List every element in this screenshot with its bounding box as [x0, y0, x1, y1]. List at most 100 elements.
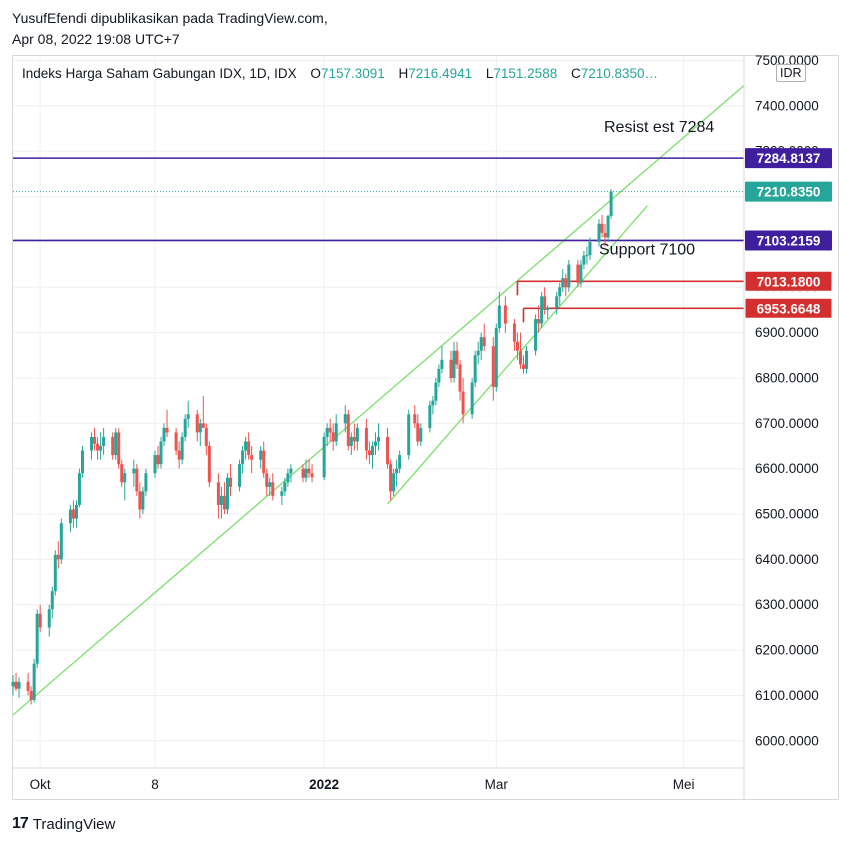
candle — [195, 414, 199, 433]
open-value: 7157.3091 — [320, 66, 385, 81]
candle — [32, 663, 36, 700]
candle — [503, 305, 507, 324]
candle — [546, 307, 550, 310]
candle — [259, 450, 263, 460]
candle — [476, 350, 480, 356]
candle — [395, 468, 399, 474]
open-label: O — [310, 66, 321, 81]
currency-badge[interactable]: IDR — [776, 64, 806, 82]
publish-datetime: Apr 08, 2022 19:08 UTC+7 — [12, 31, 180, 47]
candle — [123, 473, 127, 483]
candle — [555, 296, 559, 308]
low-label: L — [485, 66, 494, 81]
candle — [373, 441, 377, 447]
tradingview-logo-icon: 17 — [12, 815, 29, 832]
candle — [355, 427, 359, 442]
y-tick-label: 6700.0000 — [755, 416, 819, 431]
y-tick-label: 6200.0000 — [755, 643, 819, 658]
candle — [198, 423, 202, 433]
chart-frame — [12, 55, 839, 800]
candle — [301, 468, 305, 478]
trend-line — [12, 84, 745, 716]
low-value: 7151.2588 — [493, 66, 558, 81]
y-tick-label: 6300.0000 — [755, 597, 819, 612]
candle — [525, 350, 529, 369]
candle — [310, 473, 314, 478]
candle — [47, 609, 51, 628]
candle — [497, 305, 501, 329]
candle — [515, 341, 519, 351]
candle — [597, 223, 601, 242]
candle — [11, 681, 15, 687]
price-label: 6953.6648 — [757, 301, 821, 316]
candle — [512, 323, 516, 342]
candle — [244, 441, 248, 451]
candle — [364, 427, 368, 451]
tradingview-logo[interactable]: 17 TradingView — [12, 815, 115, 833]
candle — [437, 368, 441, 383]
candle — [268, 482, 272, 487]
candle — [283, 482, 287, 492]
grid-lines — [13, 56, 744, 768]
candle — [470, 382, 474, 415]
y-tick-label: 6500.0000 — [755, 507, 819, 522]
candle — [494, 328, 498, 388]
y-tick-label: 6800.0000 — [755, 370, 819, 385]
candle — [238, 464, 242, 487]
resist-annotation: Resist est 7284 — [604, 119, 714, 136]
candle — [322, 436, 326, 478]
candle — [458, 364, 462, 392]
price-label: 7210.8350 — [757, 185, 821, 200]
trend-lines — [12, 84, 745, 716]
candle — [271, 482, 275, 496]
candle — [159, 441, 163, 465]
high-value: 7216.4941 — [408, 66, 473, 81]
y-tick-label: 6400.0000 — [755, 552, 819, 567]
candle — [71, 509, 75, 519]
candle — [413, 414, 417, 424]
candle — [609, 191, 613, 216]
candle — [473, 355, 477, 383]
candle — [558, 287, 562, 297]
candle — [80, 450, 84, 474]
support-annotation: Support 7100 — [599, 241, 695, 258]
candle — [343, 414, 347, 424]
candle — [349, 436, 353, 447]
candle — [440, 359, 444, 369]
price-label-bg — [745, 148, 832, 169]
candle — [491, 346, 495, 388]
symbol-name: Indeks Harga Saham Gabungan IDX, 1D, IDX — [22, 66, 297, 81]
candle — [102, 436, 106, 447]
candle — [111, 436, 115, 456]
candle — [307, 468, 311, 474]
candle — [250, 455, 254, 460]
candle — [162, 427, 166, 442]
candle — [180, 436, 184, 460]
candle — [38, 613, 42, 628]
candle — [225, 477, 229, 510]
candle — [540, 296, 544, 324]
candle — [428, 405, 432, 428]
price-label-bg — [744, 297, 833, 319]
candle — [455, 350, 459, 365]
y-tick-label: 6000.0000 — [755, 733, 819, 748]
candle — [265, 473, 269, 487]
candle — [17, 681, 21, 689]
candle — [331, 432, 335, 442]
candle — [201, 423, 205, 428]
high-label: H — [398, 66, 409, 81]
candle — [222, 495, 226, 510]
candle — [392, 473, 396, 492]
candle — [35, 613, 39, 664]
candle — [90, 436, 94, 451]
price-labels: 7284.8137 7210.8350 7103.2159 7013.1800 6953… — [744, 148, 833, 319]
candle — [216, 482, 220, 505]
price-label-bg — [744, 270, 833, 292]
candle — [241, 450, 245, 465]
candle — [114, 432, 118, 456]
candle — [346, 414, 350, 447]
x-tick-label: 2022 — [309, 777, 339, 792]
candle — [117, 432, 121, 465]
close-value: 7210.8350… — [580, 66, 659, 81]
